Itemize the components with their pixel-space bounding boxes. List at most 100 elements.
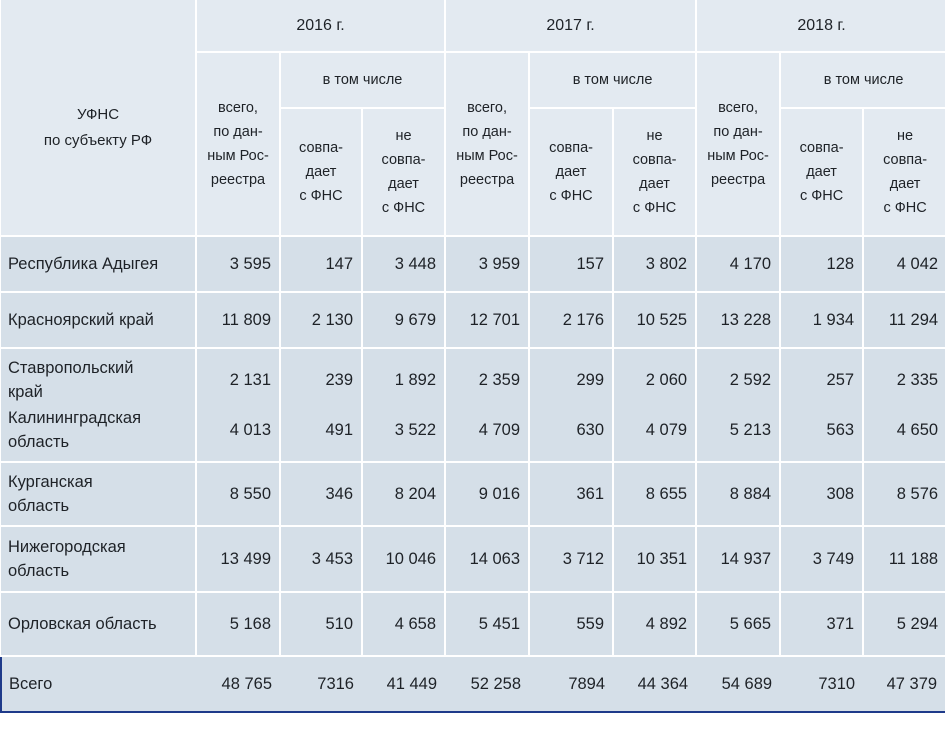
value-cell: 8 576 bbox=[863, 462, 945, 527]
region-cell: Курганская область bbox=[1, 462, 197, 527]
value-cell: 257 bbox=[780, 348, 865, 405]
value-cell: 371 bbox=[780, 592, 865, 657]
value-cell: 11 294 bbox=[863, 292, 945, 349]
value-cell: 9 679 bbox=[362, 292, 447, 349]
value-cell: 10 351 bbox=[613, 526, 698, 593]
value-cell: 2 176 bbox=[529, 292, 615, 349]
value-cell: 8 655 bbox=[613, 462, 698, 527]
value-cell: 630 bbox=[529, 405, 615, 463]
match-subheader: совпа-дает с ФНС bbox=[780, 108, 865, 237]
value-cell: 4 892 bbox=[613, 592, 698, 657]
total-value-cell: 7310 bbox=[780, 655, 864, 713]
total-value-cell: 48 765 bbox=[196, 655, 280, 713]
including-subheader: в том числе bbox=[780, 52, 945, 109]
table-row: Ставропольский край 2 131 239 1 892 2 359… bbox=[1, 348, 945, 405]
value-cell: 11 188 bbox=[863, 526, 945, 593]
value-cell: 14 063 bbox=[445, 526, 531, 593]
value-cell: 157 bbox=[529, 236, 615, 293]
value-cell: 3 749 bbox=[780, 526, 865, 593]
value-cell: 5 294 bbox=[863, 592, 945, 657]
region-cell: Республика Адыгея bbox=[1, 236, 197, 293]
value-cell: 3 453 bbox=[280, 526, 363, 593]
value-cell: 1 934 bbox=[780, 292, 865, 349]
total-value-cell: 7316 bbox=[280, 655, 362, 713]
total-subheader: всего, по дан-ным Рос-реестра bbox=[196, 52, 281, 237]
value-cell: 4 079 bbox=[613, 405, 698, 463]
registry-comparison-table: УФНС по субъекту РФ 2016 г. 2017 г. 2018… bbox=[0, 0, 945, 713]
table-row: Красноярский край 11 809 2 130 9 679 12 … bbox=[1, 292, 945, 349]
region-cell: Красноярский край bbox=[1, 292, 197, 349]
value-cell: 4 650 bbox=[863, 405, 945, 463]
table-row: Калининградская область 4 013 491 3 522 4… bbox=[1, 405, 945, 463]
value-cell: 2 335 bbox=[863, 348, 945, 405]
total-value-cell: 54 689 bbox=[696, 655, 781, 713]
region-cell: Орловская область bbox=[1, 592, 197, 657]
value-cell: 147 bbox=[280, 236, 363, 293]
region-cell: Калининградская область bbox=[1, 405, 197, 463]
value-cell: 4 042 bbox=[863, 236, 945, 293]
value-cell: 4 658 bbox=[362, 592, 447, 657]
value-cell: 3 522 bbox=[362, 405, 447, 463]
total-value-cell: 41 449 bbox=[362, 655, 446, 713]
value-cell: 5 213 bbox=[696, 405, 782, 463]
value-cell: 14 937 bbox=[696, 526, 782, 593]
value-cell: 239 bbox=[280, 348, 363, 405]
value-cell: 4 709 bbox=[445, 405, 531, 463]
value-cell: 5 451 bbox=[445, 592, 531, 657]
total-subheader: всего, по дан-ным Рос-реестра bbox=[445, 52, 531, 237]
value-cell: 1 892 bbox=[362, 348, 447, 405]
total-value-cell: 7894 bbox=[529, 655, 614, 713]
value-cell: 2 131 bbox=[196, 348, 281, 405]
match-subheader: совпа-дает с ФНС bbox=[529, 108, 615, 237]
value-cell: 2 592 bbox=[696, 348, 782, 405]
value-cell: 4 170 bbox=[696, 236, 782, 293]
total-label: Всего bbox=[0, 655, 196, 713]
value-cell: 361 bbox=[529, 462, 615, 527]
value-cell: 9 016 bbox=[445, 462, 531, 527]
including-subheader: в том числе bbox=[280, 52, 447, 109]
value-cell: 4 013 bbox=[196, 405, 281, 463]
table-row: Курганская область 8 550 346 8 204 9 016 … bbox=[1, 462, 945, 527]
total-row: Всего 48 765 7316 41 449 52 258 7894 44 … bbox=[0, 655, 945, 713]
value-cell: 299 bbox=[529, 348, 615, 405]
value-cell: 3 802 bbox=[613, 236, 698, 293]
value-cell: 3 712 bbox=[529, 526, 615, 593]
value-cell: 2 359 bbox=[445, 348, 531, 405]
value-cell: 128 bbox=[780, 236, 865, 293]
value-cell: 563 bbox=[780, 405, 865, 463]
value-cell: 559 bbox=[529, 592, 615, 657]
year-header-2017: 2017 г. bbox=[445, 0, 698, 53]
nomatch-subheader: не совпа-дает с ФНС bbox=[863, 108, 945, 237]
region-header-line: УФНС bbox=[76, 105, 120, 123]
value-cell: 5 168 bbox=[196, 592, 281, 657]
total-value-cell: 47 379 bbox=[863, 655, 945, 713]
region-header-line: по субъекту РФ bbox=[43, 131, 153, 149]
total-value-cell: 44 364 bbox=[613, 655, 697, 713]
value-cell: 3 959 bbox=[445, 236, 531, 293]
value-cell: 8 550 bbox=[196, 462, 281, 527]
value-cell: 346 bbox=[280, 462, 363, 527]
nomatch-subheader: не совпа-дает с ФНС bbox=[362, 108, 447, 237]
nomatch-subheader: не совпа-дает с ФНС bbox=[613, 108, 698, 237]
value-cell: 510 bbox=[280, 592, 363, 657]
value-cell: 3 595 bbox=[196, 236, 281, 293]
value-cell: 11 809 bbox=[196, 292, 281, 349]
value-cell: 8 884 bbox=[696, 462, 782, 527]
value-cell: 13 228 bbox=[696, 292, 782, 349]
table-row: Орловская область 5 168 510 4 658 5 451 … bbox=[1, 592, 945, 657]
value-cell: 12 701 bbox=[445, 292, 531, 349]
value-cell: 308 bbox=[780, 462, 865, 527]
including-subheader: в том числе bbox=[529, 52, 698, 109]
total-subheader: всего, по дан-ным Рос-реестра bbox=[696, 52, 782, 237]
value-cell: 8 204 bbox=[362, 462, 447, 527]
table-row: Республика Адыгея 3 595 147 3 448 3 959 … bbox=[1, 236, 945, 293]
value-cell: 10 525 bbox=[613, 292, 698, 349]
value-cell: 491 bbox=[280, 405, 363, 463]
region-column-header: УФНС по субъекту РФ bbox=[1, 0, 197, 237]
value-cell: 10 046 bbox=[362, 526, 447, 593]
region-cell: Ставропольский край bbox=[1, 348, 197, 405]
year-header-2016: 2016 г. bbox=[196, 0, 447, 53]
value-cell: 2 130 bbox=[280, 292, 363, 349]
match-subheader: совпа-дает с ФНС bbox=[280, 108, 363, 237]
value-cell: 5 665 bbox=[696, 592, 782, 657]
